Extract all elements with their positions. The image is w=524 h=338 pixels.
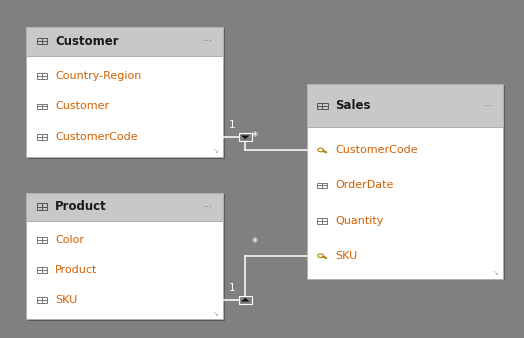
Text: CustomerCode: CustomerCode [55,132,138,142]
Text: Quantity: Quantity [335,216,384,226]
Text: SKU: SKU [55,295,77,305]
Text: Customer: Customer [55,35,118,48]
Text: Sales: Sales [335,99,371,112]
Text: *: * [252,130,258,143]
Text: ···: ··· [203,201,213,212]
Text: SKU: SKU [335,251,357,261]
Bar [37,73,47,78]
Polygon shape [241,298,249,301]
Text: Country-Region: Country-Region [55,71,141,81]
Bar [309,86,505,280]
Bar [28,28,225,159]
Bar [317,103,328,109]
Bar [37,237,47,243]
Bar [26,193,223,319]
Text: ···: ··· [203,37,213,46]
Bar [26,27,223,157]
Polygon shape [241,136,249,139]
Bar [28,194,225,321]
Bar [26,193,223,221]
Bar [318,183,327,188]
Text: ↘: ↘ [213,311,219,317]
Text: 1: 1 [229,283,236,293]
Bar [37,203,47,210]
Text: 1: 1 [229,120,236,130]
Bar [37,134,47,140]
Text: Product: Product [55,265,97,275]
Bar [318,218,327,223]
Bar [307,84,503,127]
Text: ···: ··· [484,101,494,111]
Text: Customer: Customer [55,101,109,112]
Bar [26,27,223,56]
Bar [37,38,47,45]
Text: Color: Color [55,235,84,245]
Text: ↘: ↘ [213,148,219,154]
Bar [239,296,252,304]
Bar [37,267,47,273]
Text: ↘: ↘ [493,270,499,276]
Text: Product: Product [55,200,107,213]
Text: *: * [252,236,258,249]
Bar [239,133,252,141]
Bar [37,103,47,109]
Text: OrderDate: OrderDate [335,180,394,190]
Text: CustomerCode: CustomerCode [335,145,418,155]
Bar [307,84,503,279]
Bar [37,297,47,303]
